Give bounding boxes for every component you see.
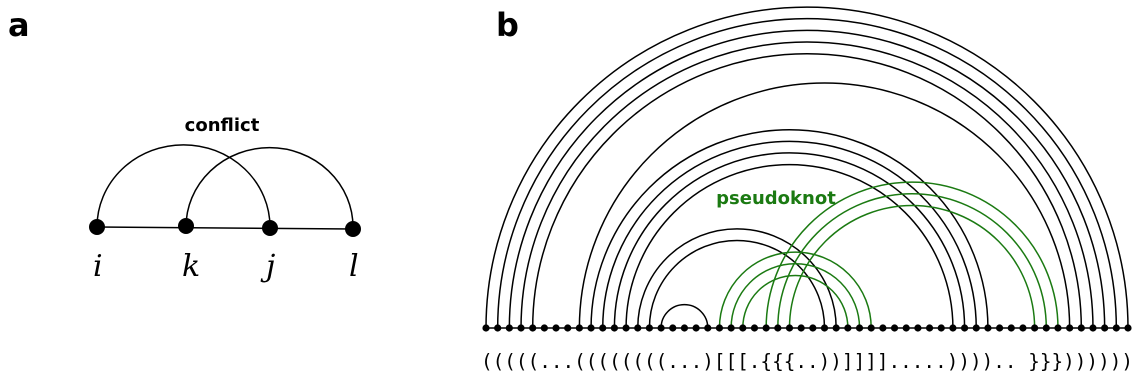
nucleotide [762, 324, 770, 332]
base-pair-arc-2 [636, 228, 837, 329]
nucleotide [645, 324, 654, 332]
nucleotide [680, 324, 689, 332]
nucleotide [820, 324, 829, 332]
nucleotide [832, 324, 840, 332]
nucleotide [1019, 324, 1027, 332]
base-pair-arc-7 [613, 152, 966, 329]
nucleotide [960, 324, 969, 332]
node-label-i: i [93, 249, 103, 284]
nucleotide [587, 324, 595, 332]
base-pair-arc-14 [531, 53, 1083, 329]
nucleotide [564, 324, 572, 332]
nucleotide [529, 324, 537, 332]
base-pair-arc-1 [648, 239, 826, 329]
nucleotide [902, 324, 910, 332]
node-i [89, 219, 105, 235]
nucleotide [669, 324, 677, 332]
nucleotide [949, 324, 957, 332]
nucleotide [890, 324, 899, 332]
nucleotide [505, 324, 513, 332]
nucleotide [925, 324, 934, 332]
nucleotide [855, 324, 864, 332]
nucleotide [1089, 324, 1097, 332]
nucleotide [879, 324, 887, 332]
nucleotide [482, 324, 490, 332]
nucleotide [1042, 324, 1050, 332]
nucleotide [599, 324, 607, 332]
base-pair-arc-4 [730, 263, 861, 329]
nucleotide [972, 324, 980, 332]
base-pair-arc-0 [660, 303, 709, 329]
nucleotide [1112, 324, 1120, 332]
nucleotide [914, 324, 922, 332]
nucleotide [622, 324, 630, 332]
base-pair-arc-15 [520, 42, 1094, 329]
nucleotide [517, 324, 525, 332]
nucleotide [634, 324, 642, 332]
nucleotide [797, 324, 805, 332]
nucleotide [715, 324, 724, 332]
base-pair-arc-13 [578, 82, 1071, 329]
node-j [262, 220, 278, 236]
nucleotide [692, 324, 700, 332]
dot-bracket-notation: (((((...((((((((...)[[[.{{{..))]]]].....… [481, 350, 1133, 373]
nucleotide [844, 324, 852, 332]
base-pair-arc-9 [590, 128, 989, 329]
nucleotide [774, 324, 782, 332]
nucleotide [984, 324, 992, 332]
nucleotide [1007, 324, 1015, 332]
nucleotide [657, 324, 665, 332]
panel-a: a conflict i k j l [8, 6, 361, 284]
arc-diagram [485, 6, 1129, 329]
nucleotide [1066, 324, 1074, 332]
node-label-j: j [260, 249, 275, 284]
conflict-label: conflict [185, 115, 260, 136]
nucleotide [1031, 324, 1039, 332]
nucleotide [552, 324, 560, 332]
base-pair-arc-3 [742, 274, 849, 329]
panel-a-label: a [8, 6, 30, 44]
nucleotide [785, 324, 794, 332]
nucleotide [750, 324, 759, 332]
nucleotide [1054, 324, 1062, 332]
node-label-k: k [182, 249, 200, 284]
conflict-arc-0 [96, 144, 271, 228]
nucleotide [937, 324, 945, 332]
base-pair-arc-12 [765, 182, 1059, 329]
nucleotide [1077, 324, 1085, 332]
pseudoknot-label: pseudoknot [716, 188, 836, 209]
nucleotide [867, 324, 875, 332]
base-pair-arc-18 [485, 6, 1129, 329]
nucleotide [1101, 324, 1109, 332]
nucleotide [575, 324, 583, 332]
base-pair-arc-5 [718, 251, 872, 329]
nucleotide [610, 324, 619, 332]
nucleotide [809, 324, 817, 332]
base-pair-arc-17 [496, 18, 1118, 329]
nucleotide [704, 324, 712, 332]
base-pair-arc-6 [625, 163, 954, 329]
base-pair-arc-10 [788, 204, 1036, 329]
node-k [178, 218, 194, 234]
nucleotide [739, 324, 747, 332]
nucleotide [494, 324, 502, 332]
nucleotide [1124, 324, 1132, 332]
nucleotide [996, 324, 1004, 332]
base-pair-arc-11 [777, 193, 1048, 329]
nucleotide [727, 324, 735, 332]
panel-b-label: b [496, 6, 519, 44]
backbone [482, 324, 1132, 332]
conflict-arc-1 [185, 147, 354, 228]
panel-b: b pseudoknot (((((...((((((((...)[[[.{{{… [481, 6, 1133, 373]
nucleotide [540, 324, 548, 332]
node-l [345, 221, 361, 237]
node-label-l: l [349, 249, 359, 284]
edge-line [96, 226, 354, 230]
base-pair-arc-8 [601, 140, 978, 329]
base-pair-arc-16 [509, 30, 1104, 328]
